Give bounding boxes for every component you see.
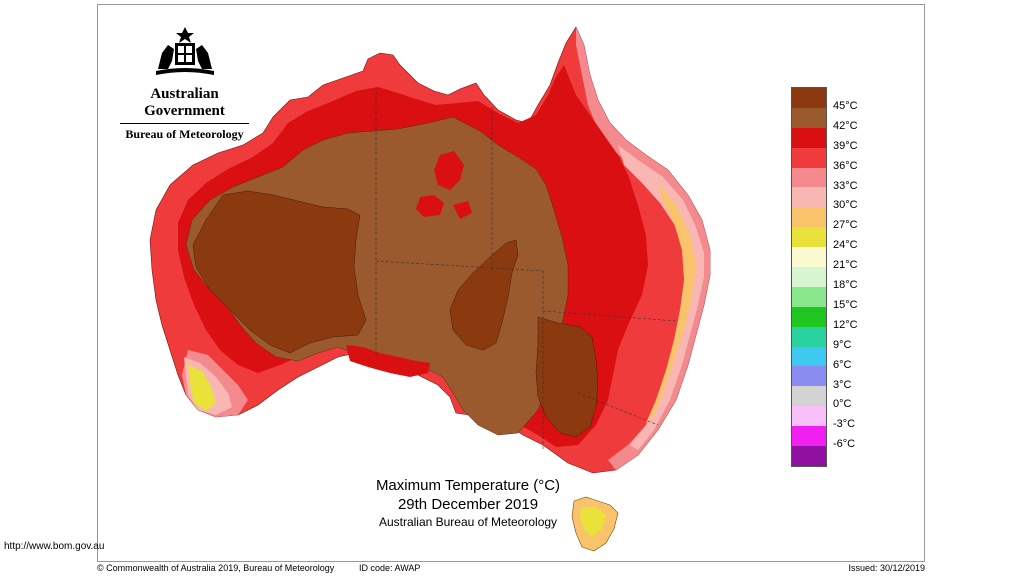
band-45-central-region — [449, 239, 519, 351]
band-45-west-region — [192, 190, 367, 354]
legend-label: 39°C — [833, 139, 858, 152]
legend-label: 18°C — [833, 279, 858, 291]
legend-swatch — [792, 187, 826, 208]
copyright-text: © Commonwealth of Australia 2019, Bureau… — [97, 563, 335, 573]
tasmania-yellow-region — [580, 507, 606, 537]
southern-red-patch — [346, 345, 430, 377]
legend-label: 9°C — [833, 338, 852, 351]
legend-label: 33°C — [833, 179, 858, 192]
state-borders — [375, 87, 677, 449]
legend-swatch — [792, 88, 826, 108]
legend-label: 0°C — [833, 398, 852, 411]
legend-swatch — [792, 406, 826, 427]
map-title: Maximum Temperature (°C) — [375, 477, 561, 494]
id-code-text: ID code: AWAP — [359, 563, 421, 573]
east-coast-orange-region — [646, 183, 696, 423]
legend-swatch — [792, 267, 826, 287]
legend-color-scale — [791, 87, 827, 467]
legend-swatch — [792, 247, 826, 268]
legend-label: 42°C — [833, 119, 858, 132]
bureau-name: Bureau of Meteorology — [125, 127, 244, 141]
coat-of-arms-icon — [155, 27, 214, 75]
legend-swatch — [792, 227, 826, 248]
legend-swatch — [792, 107, 826, 128]
legend-swatch — [792, 366, 826, 387]
legend-label: 12°C — [833, 318, 858, 331]
legend-label: 27°C — [833, 219, 858, 232]
map-date: 29th December 2019 — [397, 496, 539, 513]
legend-swatch — [792, 446, 826, 466]
legend-swatch — [792, 127, 826, 148]
legend-label: 3°C — [833, 378, 852, 391]
legend-label: 45°C — [833, 99, 858, 112]
legend-swatch — [792, 167, 826, 188]
legend-swatch — [792, 346, 826, 367]
legend-label: 24°C — [833, 239, 858, 252]
legend-label: 15°C — [833, 298, 858, 311]
central-red-patch — [416, 151, 472, 219]
legend-swatch — [792, 147, 826, 168]
header-divider — [120, 123, 249, 124]
map-organisation: Australian Bureau of Meteorology — [378, 515, 558, 529]
bom-url-link[interactable]: http://www.bom.gov.au — [4, 541, 105, 552]
legend-swatch — [792, 306, 826, 327]
legend-label: 30°C — [833, 199, 858, 212]
government-name: Australian Government — [144, 86, 225, 119]
map-title-block: Maximum Temperature (°C) 29th December 2… — [258, 477, 678, 529]
legend-label: 36°C — [833, 159, 858, 172]
legend-swatch — [792, 426, 826, 447]
legend-label: 21°C — [833, 259, 858, 272]
legend-label: 6°C — [833, 358, 852, 371]
band-45-south-region — [535, 316, 599, 438]
legend-label: -3°C — [833, 418, 856, 431]
map-frame: Australian Government Bureau of Meteorol… — [97, 4, 925, 562]
legend-swatch — [792, 386, 826, 407]
government-crest-block: Australian Government Bureau of Meteorol… — [112, 25, 257, 142]
southwest-yellow-region — [188, 365, 216, 411]
legend-swatch — [792, 286, 826, 307]
legend-swatch — [792, 207, 826, 228]
legend-swatch — [792, 326, 826, 347]
legend-label: -6°C — [833, 438, 856, 451]
issued-date-text: Issued: 30/12/2019 — [848, 563, 925, 573]
temperature-map — [149, 26, 711, 552]
